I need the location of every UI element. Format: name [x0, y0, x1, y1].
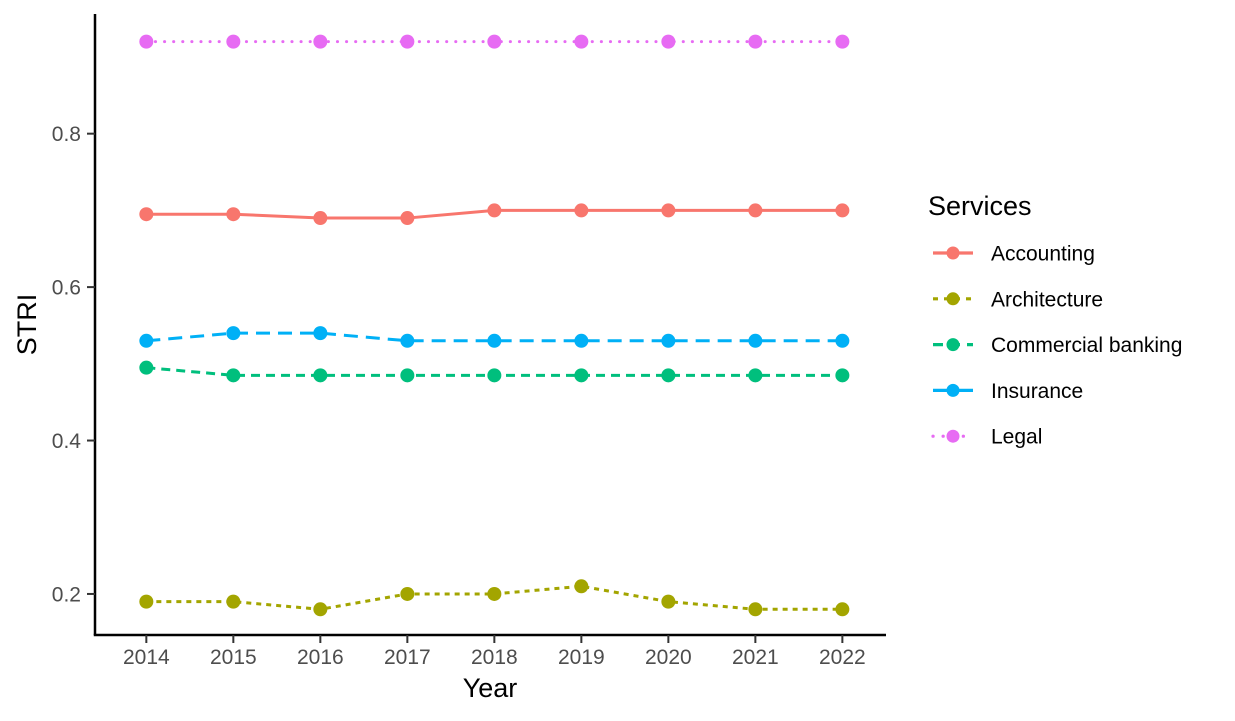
data-point-accounting-2021	[748, 203, 763, 218]
data-point-insurance-2022	[835, 333, 850, 348]
legend: Services Accounting Architecture Commercia…	[928, 191, 1182, 449]
legend-items: Accounting Architecture Commercial banking…	[931, 243, 1182, 449]
data-point-insurance-2015	[226, 326, 241, 341]
legend-key-point-accounting	[946, 246, 960, 260]
data-point-commercial-banking-2022	[835, 368, 850, 383]
data-point-legal-2018	[487, 34, 502, 49]
x-axis-title: Year	[463, 673, 518, 703]
data-point-architecture-2020	[661, 594, 676, 609]
data-point-commercial-banking-2014	[139, 360, 154, 375]
data-point-accounting-2017	[400, 211, 415, 226]
data-point-architecture-2017	[400, 586, 415, 601]
legend-key-point-architecture	[946, 292, 960, 306]
data-point-insurance-2019	[574, 333, 589, 348]
x-tick-label-2017: 2017	[384, 646, 431, 669]
data-point-architecture-2014	[139, 594, 154, 609]
plot-series	[139, 34, 850, 617]
legend-key-point-legal	[946, 429, 960, 443]
x-tick-label-2018: 2018	[471, 646, 518, 669]
x-tick-label-2020: 2020	[645, 646, 692, 669]
data-point-insurance-2014	[139, 333, 154, 348]
y-axis-title: STRI	[12, 294, 42, 356]
x-tick-label-2021: 2021	[732, 646, 779, 669]
data-point-architecture-2016	[313, 602, 328, 617]
data-point-architecture-2022	[835, 602, 850, 617]
data-point-architecture-2018	[487, 586, 502, 601]
legend-key-point-insurance	[946, 383, 960, 397]
legend-item-insurance: Insurance	[933, 380, 1083, 403]
legend-label-legal: Legal	[991, 426, 1042, 449]
legend-label-commercial-banking: Commercial banking	[991, 334, 1182, 357]
data-point-legal-2017	[400, 34, 415, 49]
legend-key-point-commercial-banking	[946, 338, 960, 352]
y-tick-label-0.6: 0.6	[52, 277, 81, 300]
data-point-accounting-2016	[313, 211, 328, 226]
y-axis-ticks: 0.2 0.4 0.6 0.8	[52, 123, 95, 606]
data-point-legal-2021	[748, 34, 763, 49]
y-tick-label-0.8: 0.8	[52, 123, 81, 146]
data-point-commercial-banking-2021	[748, 368, 763, 383]
data-point-legal-2020	[661, 34, 676, 49]
data-point-accounting-2019	[574, 203, 589, 218]
legend-title: Services	[928, 191, 1032, 221]
x-axis-ticks: 2014 2015 2016 2017 2018 2019 2020 2021 2022	[123, 635, 866, 669]
data-point-accounting-2020	[661, 203, 676, 218]
data-point-commercial-banking-2017	[400, 368, 415, 383]
data-point-insurance-2021	[748, 333, 763, 348]
y-tick-label-0.4: 0.4	[52, 430, 82, 453]
legend-label-architecture: Architecture	[991, 288, 1103, 311]
data-point-architecture-2015	[226, 594, 241, 609]
data-point-commercial-banking-2019	[574, 368, 589, 383]
data-point-legal-2022	[835, 34, 850, 49]
data-point-legal-2014	[139, 34, 154, 49]
data-point-legal-2016	[313, 34, 328, 49]
data-point-accounting-2014	[139, 207, 154, 222]
x-tick-label-2019: 2019	[558, 646, 605, 669]
x-tick-label-2016: 2016	[297, 646, 344, 669]
data-point-architecture-2021	[748, 602, 763, 617]
data-point-insurance-2018	[487, 333, 502, 348]
x-tick-label-2014: 2014	[123, 646, 170, 669]
legend-item-commercial-banking: Commercial banking	[933, 334, 1182, 357]
legend-item-architecture: Architecture	[933, 288, 1103, 311]
data-point-commercial-banking-2018	[487, 368, 502, 383]
legend-item-legal: Legal	[931, 426, 1042, 449]
legend-label-accounting: Accounting	[991, 243, 1095, 266]
legend-item-accounting: Accounting	[933, 243, 1095, 266]
data-point-commercial-banking-2015	[226, 368, 241, 383]
legend-label-insurance: Insurance	[991, 380, 1083, 403]
y-tick-label-0.2: 0.2	[52, 583, 81, 606]
data-point-legal-2015	[226, 34, 241, 49]
data-point-commercial-banking-2020	[661, 368, 676, 383]
data-point-insurance-2017	[400, 333, 415, 348]
data-point-accounting-2022	[835, 203, 850, 218]
data-point-accounting-2018	[487, 203, 502, 218]
series-line-architecture	[146, 584, 843, 611]
series-line-insurance	[146, 331, 843, 343]
x-tick-label-2022: 2022	[819, 646, 866, 669]
data-point-architecture-2019	[574, 579, 589, 594]
x-tick-label-2015: 2015	[210, 646, 257, 669]
data-point-insurance-2020	[661, 333, 676, 348]
data-point-commercial-banking-2016	[313, 368, 328, 383]
data-point-legal-2019	[574, 34, 589, 49]
data-point-accounting-2015	[226, 207, 241, 222]
data-point-insurance-2016	[313, 326, 328, 341]
